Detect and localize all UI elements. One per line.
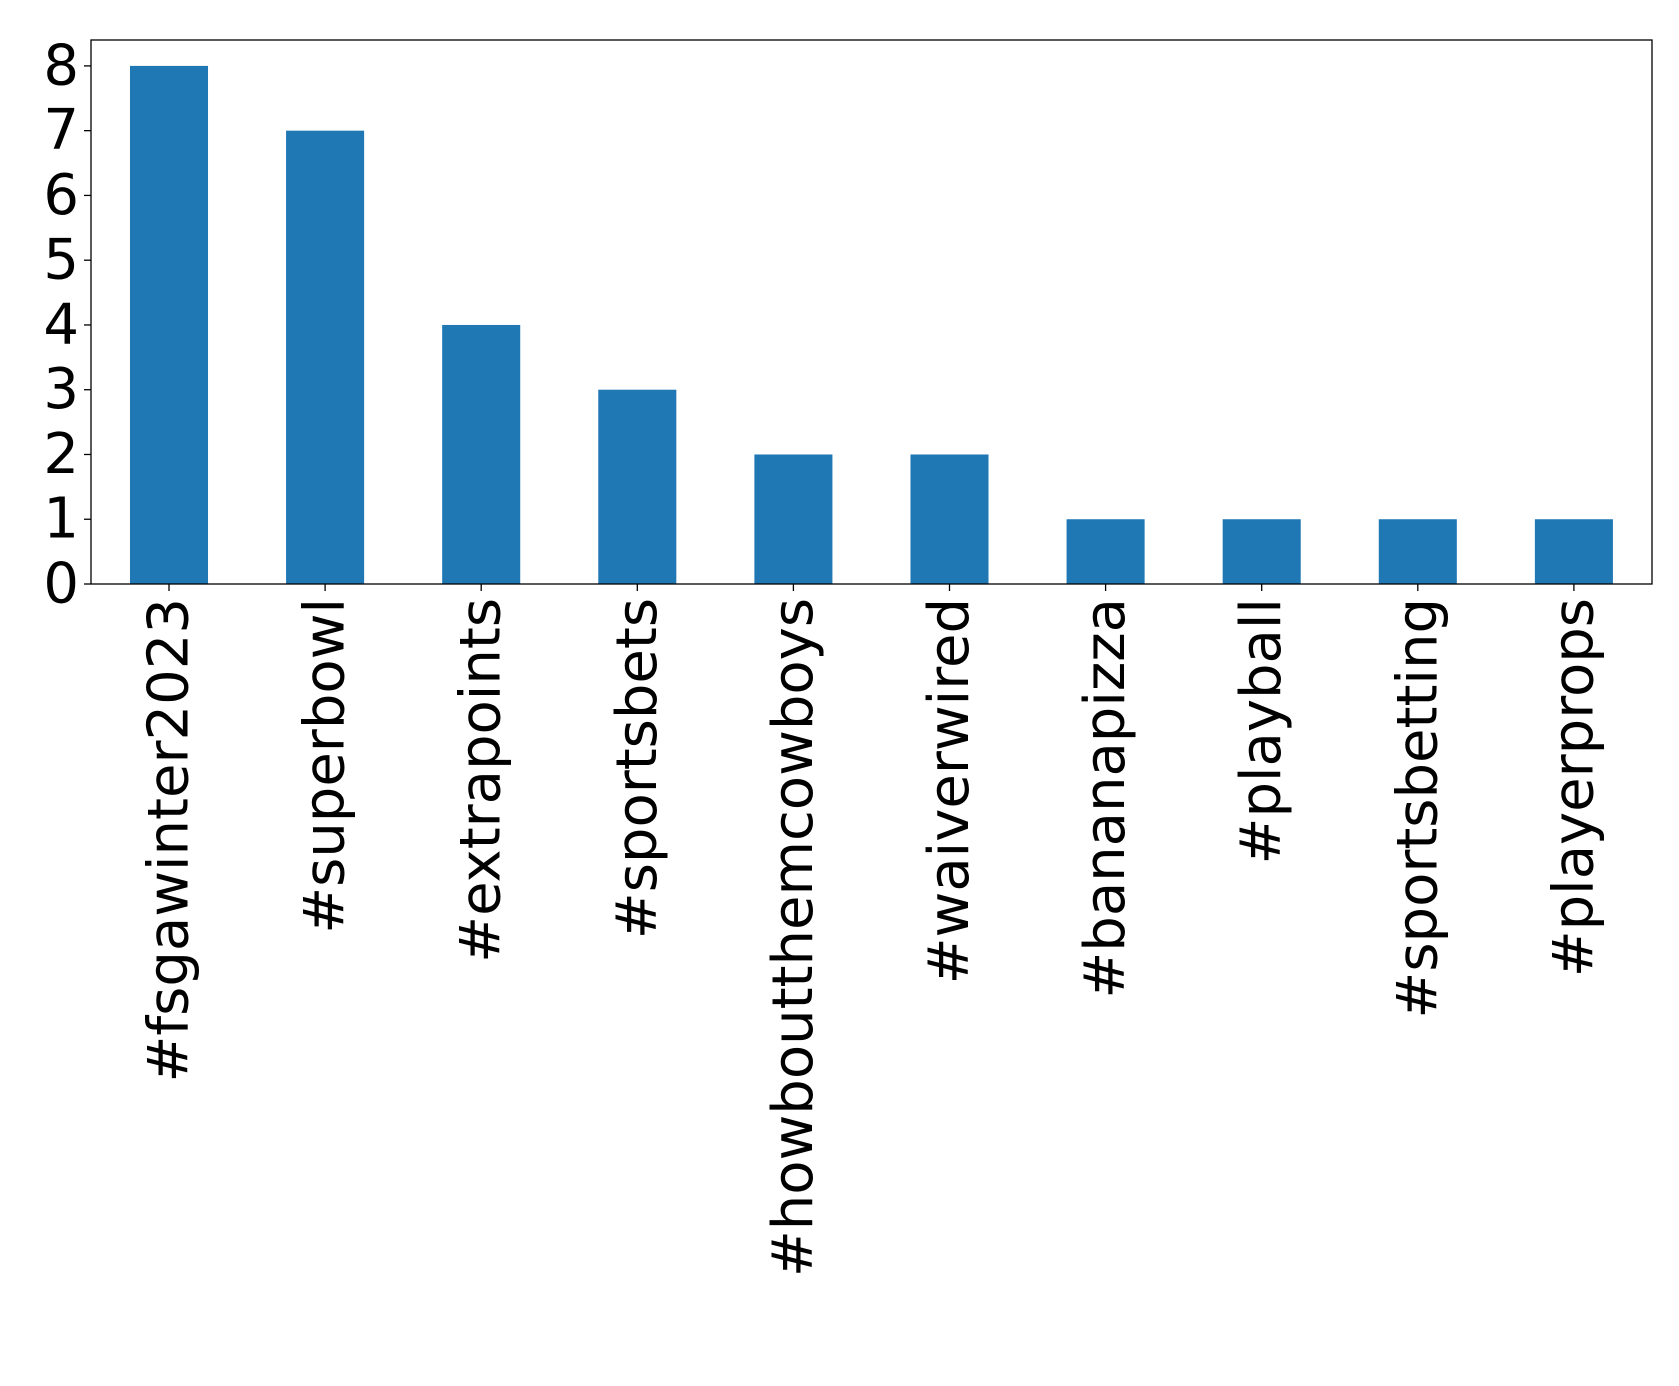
y-tick-label: 3 [43, 357, 79, 422]
bar-2 [442, 324, 521, 584]
y-tick-label: 1 [43, 487, 79, 552]
x-tick-label: #howboutthemcowboys [761, 598, 826, 1277]
bar-3 [598, 389, 677, 584]
y-tick-label: 4 [43, 292, 79, 357]
bars [129, 65, 1613, 584]
bar-5 [910, 454, 989, 584]
bar-7 [1222, 519, 1301, 584]
bar-4 [754, 454, 833, 584]
x-axis: #fsgawinter2023 #superbowl #extrapoints #sp… [137, 584, 1606, 1277]
x-tick-label: #superbowl [293, 598, 358, 934]
y-tick-label: 2 [43, 422, 79, 487]
y-tick-label: 0 [43, 552, 79, 617]
y-tick-label: 8 [43, 33, 79, 98]
x-tick-label: #extrapoints [449, 598, 514, 963]
x-tick-label: #bananapizza [1073, 598, 1138, 999]
y-tick-label: 5 [43, 228, 79, 293]
bar-9 [1534, 519, 1613, 584]
x-tick-label: #sportsbets [605, 598, 670, 939]
x-tick-label: #sportsbetting [1385, 598, 1450, 1019]
x-tick-label: #fsgawinter2023 [137, 598, 202, 1082]
bar-0 [129, 65, 209, 584]
bar-8 [1378, 519, 1457, 584]
x-tick-label: #waiverwired [917, 598, 982, 984]
x-tick-label: #playball [1229, 598, 1294, 864]
y-tick-label: 7 [43, 98, 79, 163]
bar-1 [286, 130, 365, 584]
bar-6 [1066, 519, 1145, 584]
y-tick-label: 6 [43, 163, 79, 228]
x-tick-label: #playerprops [1541, 598, 1606, 977]
plot-frame [90, 39, 1653, 585]
